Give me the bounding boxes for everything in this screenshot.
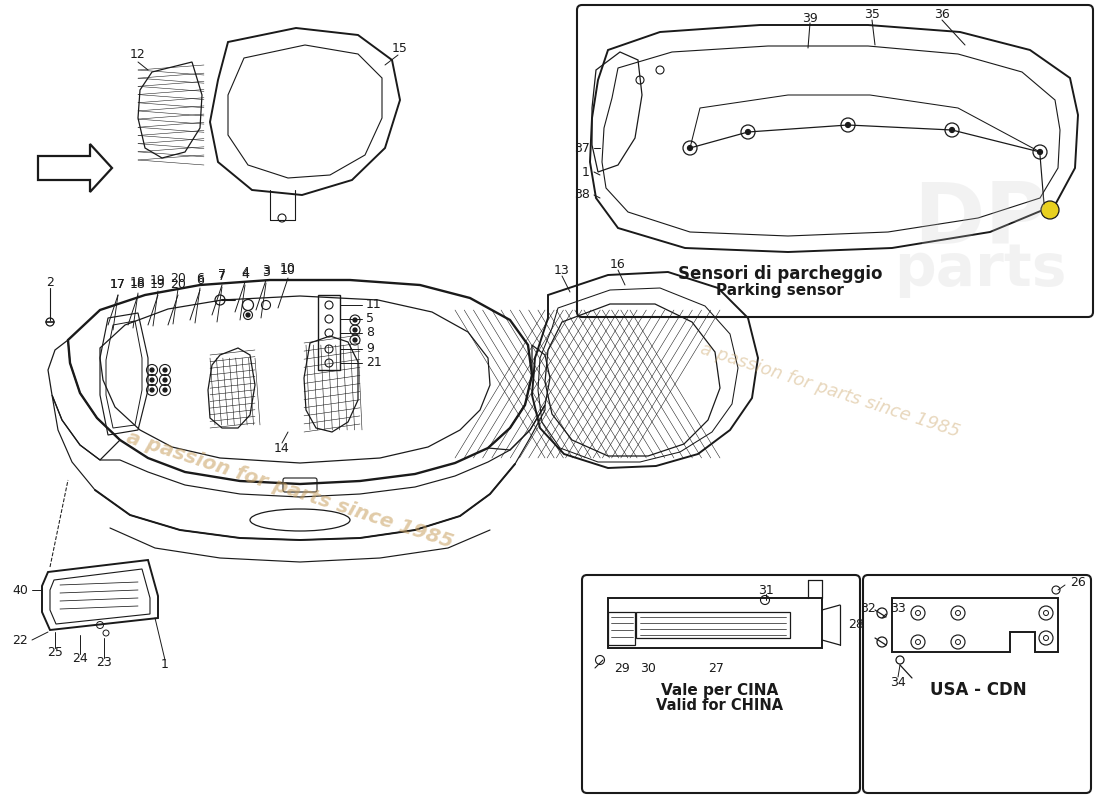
Text: Valid for CHINA: Valid for CHINA — [657, 698, 783, 714]
Text: 4: 4 — [241, 266, 249, 278]
Text: 33: 33 — [890, 602, 905, 614]
Circle shape — [353, 328, 358, 332]
Text: 25: 25 — [47, 646, 63, 658]
Text: 4: 4 — [241, 267, 249, 281]
Text: 17: 17 — [110, 278, 125, 291]
Circle shape — [746, 130, 750, 134]
Text: 5: 5 — [366, 313, 374, 326]
Text: 36: 36 — [934, 9, 950, 22]
Text: 29: 29 — [614, 662, 630, 674]
Text: 8: 8 — [366, 326, 374, 339]
Text: 21: 21 — [366, 357, 382, 370]
Text: 7: 7 — [218, 270, 226, 282]
Text: 32: 32 — [860, 602, 876, 614]
Text: 30: 30 — [640, 662, 656, 674]
Circle shape — [1041, 201, 1059, 219]
Text: 20: 20 — [170, 273, 186, 286]
Text: 3: 3 — [262, 263, 270, 277]
Text: DP: DP — [913, 178, 1047, 262]
Text: 17: 17 — [110, 278, 125, 291]
Text: Sensori di parcheggio: Sensori di parcheggio — [678, 265, 882, 283]
Circle shape — [1037, 150, 1043, 154]
Text: 12: 12 — [130, 49, 146, 62]
Text: 3: 3 — [262, 266, 270, 278]
Text: 9: 9 — [366, 342, 374, 355]
Circle shape — [688, 146, 693, 150]
Circle shape — [949, 127, 955, 133]
Text: 20: 20 — [170, 278, 186, 291]
Text: 24: 24 — [73, 651, 88, 665]
Text: USA - CDN: USA - CDN — [930, 681, 1026, 699]
Text: 23: 23 — [96, 655, 112, 669]
Text: 40: 40 — [12, 583, 28, 597]
Text: 28: 28 — [848, 618, 864, 631]
Circle shape — [353, 318, 358, 322]
Circle shape — [150, 378, 154, 382]
Text: 38: 38 — [574, 189, 590, 202]
Text: 6: 6 — [196, 271, 204, 285]
Text: 26: 26 — [1070, 575, 1086, 589]
Text: 1: 1 — [582, 166, 590, 178]
Circle shape — [150, 388, 154, 392]
Text: 10: 10 — [280, 262, 296, 274]
Circle shape — [353, 338, 358, 342]
Text: parts: parts — [893, 242, 1066, 298]
Text: 27: 27 — [708, 662, 724, 674]
Text: 18: 18 — [130, 278, 146, 291]
Circle shape — [163, 388, 167, 392]
Text: 11: 11 — [366, 298, 382, 311]
Text: 1: 1 — [161, 658, 169, 671]
Text: 14: 14 — [274, 442, 290, 454]
Circle shape — [150, 368, 154, 372]
Circle shape — [246, 313, 250, 317]
Text: Parking sensor: Parking sensor — [716, 283, 844, 298]
Text: 22: 22 — [12, 634, 28, 646]
Text: 16: 16 — [610, 258, 626, 270]
Text: 37: 37 — [574, 142, 590, 154]
Text: 35: 35 — [865, 9, 880, 22]
Text: 15: 15 — [392, 42, 408, 54]
Text: 13: 13 — [554, 263, 570, 277]
Text: Vale per CINA: Vale per CINA — [661, 682, 779, 698]
Circle shape — [846, 122, 850, 127]
Text: 18: 18 — [130, 277, 146, 290]
Circle shape — [163, 368, 167, 372]
Text: 34: 34 — [890, 675, 906, 689]
Text: 7: 7 — [218, 269, 226, 282]
Circle shape — [163, 378, 167, 382]
Text: 19: 19 — [150, 278, 166, 291]
Text: 6: 6 — [196, 274, 204, 286]
Text: a passion for parts since 1985: a passion for parts since 1985 — [124, 428, 455, 552]
Text: 2: 2 — [46, 275, 54, 289]
Text: 31: 31 — [758, 583, 774, 597]
Text: 19: 19 — [150, 274, 166, 287]
Text: 39: 39 — [802, 11, 818, 25]
Text: a passion for parts since 1985: a passion for parts since 1985 — [697, 339, 962, 441]
Text: 10: 10 — [280, 263, 296, 277]
